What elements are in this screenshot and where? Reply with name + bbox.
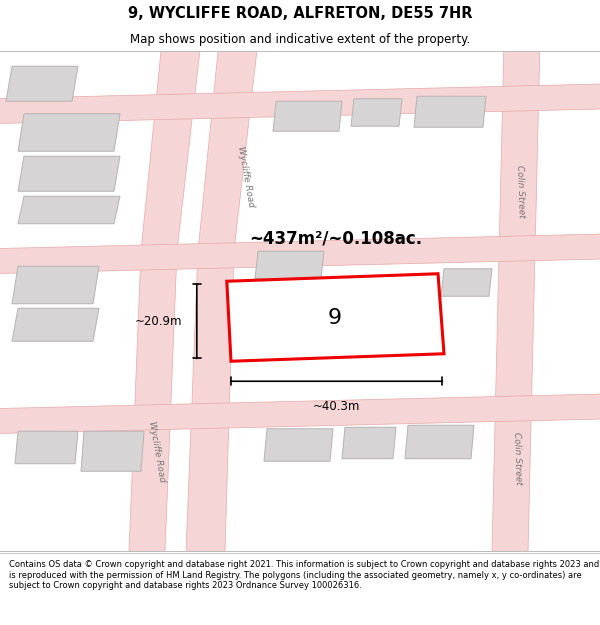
Text: 9: 9	[328, 308, 342, 328]
Polygon shape	[18, 156, 120, 191]
Polygon shape	[255, 251, 324, 279]
Polygon shape	[198, 41, 258, 251]
Polygon shape	[12, 308, 99, 341]
Polygon shape	[405, 425, 474, 459]
Text: ~20.9m: ~20.9m	[134, 315, 182, 328]
Polygon shape	[227, 274, 444, 361]
Polygon shape	[12, 266, 99, 304]
Polygon shape	[273, 101, 342, 131]
Polygon shape	[0, 84, 600, 124]
Text: Colin Street: Colin Street	[512, 432, 523, 486]
Polygon shape	[441, 269, 492, 296]
Text: ~40.3m: ~40.3m	[313, 400, 360, 413]
Polygon shape	[186, 251, 234, 551]
Polygon shape	[342, 428, 396, 459]
Polygon shape	[6, 66, 78, 101]
Polygon shape	[0, 234, 600, 274]
Polygon shape	[492, 41, 540, 551]
Polygon shape	[0, 394, 600, 434]
Text: 9, WYCLIFFE ROAD, ALFRETON, DE55 7HR: 9, WYCLIFFE ROAD, ALFRETON, DE55 7HR	[128, 6, 472, 21]
Polygon shape	[129, 251, 177, 551]
Text: Map shows position and indicative extent of the property.: Map shows position and indicative extent…	[130, 34, 470, 46]
Text: Contains OS data © Crown copyright and database right 2021. This information is : Contains OS data © Crown copyright and d…	[9, 560, 599, 590]
Polygon shape	[264, 429, 333, 461]
Polygon shape	[15, 431, 78, 464]
Text: Colin Street: Colin Street	[515, 164, 526, 218]
Polygon shape	[414, 96, 486, 128]
Text: Wycliffe Road: Wycliffe Road	[148, 420, 167, 482]
Polygon shape	[351, 99, 402, 126]
Text: ~437m²/~0.108ac.: ~437m²/~0.108ac.	[249, 230, 422, 248]
Polygon shape	[141, 41, 201, 251]
Polygon shape	[18, 114, 120, 151]
Text: Wycliffe Road: Wycliffe Road	[236, 145, 256, 208]
Polygon shape	[81, 431, 144, 471]
Polygon shape	[18, 196, 120, 224]
